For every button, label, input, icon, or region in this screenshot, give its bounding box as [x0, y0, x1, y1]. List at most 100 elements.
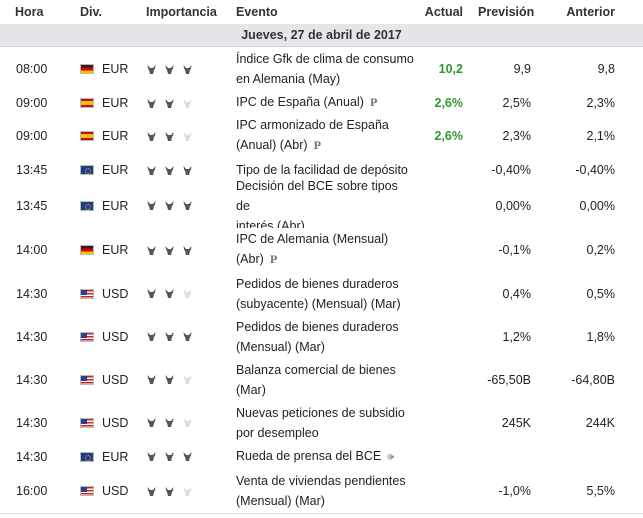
country-flag-icon: [80, 401, 94, 444]
event-time: 09:00: [16, 129, 48, 143]
actual-value: 2,6%: [434, 96, 464, 110]
event-name[interactable]: Rueda de prensa del BCE 🕪: [236, 444, 414, 469]
actual-value: [421, 315, 463, 358]
previous-value: 5,5%: [586, 484, 616, 498]
event-name-line1: Pedidos de bienes duraderos: [236, 319, 399, 334]
importance-rating: [145, 183, 196, 228]
event-currency: USD: [102, 415, 129, 430]
previous-value: 0,5%: [586, 286, 616, 301]
forecast-value: -65,50B: [487, 372, 531, 387]
bull-importance-icon: [145, 374, 160, 385]
bull-importance-icon: [181, 200, 196, 211]
bull-importance-icon: [181, 131, 196, 142]
bull-importance-icon: [181, 331, 196, 342]
bull-importance-icon: [145, 451, 160, 462]
event-time: 08:00: [16, 62, 48, 76]
event-time: 14:30: [16, 329, 48, 344]
bull-importance-icon: [145, 200, 160, 211]
forecast-value: 2,3%: [502, 129, 532, 143]
event-name-line2: (Mensual) (Mar): [236, 494, 325, 508]
table-row[interactable]: 09:00 EUR IPC de España (Anual) P 2,6% 2,5% 2,…: [0, 91, 643, 116]
event-name[interactable]: Pedidos de bienes duraderos (subyacente) …: [236, 272, 414, 315]
header-actual[interactable]: Actual: [424, 5, 463, 19]
event-name[interactable]: Pedidos de bienes duraderos (Mensual) (Ma…: [236, 315, 414, 358]
event-name-line1: Venta de viviendas pendientes: [236, 474, 406, 488]
importance-rating: [145, 469, 196, 513]
country-flag-icon: [80, 469, 94, 513]
event-currency: EUR: [102, 62, 129, 76]
event-time: 14:30: [16, 286, 48, 301]
event-currency: EUR: [102, 449, 129, 464]
forecast-value: -0,1%: [498, 243, 531, 257]
event-name[interactable]: Índice Gfk de clima de consumo en Alemani…: [236, 47, 414, 91]
bull-importance-icon: [181, 64, 196, 75]
event-time: 14:30: [16, 372, 48, 387]
event-name[interactable]: IPC de España (Anual) P: [236, 91, 414, 115]
bull-importance-icon: [163, 486, 178, 497]
event-name-line2: (Abr): [236, 252, 264, 266]
previous-value: 0,2%: [586, 243, 616, 257]
event-name[interactable]: Decisión del BCE sobre tipos de interés (…: [236, 179, 414, 233]
table-row[interactable]: 13:45 EUR Decisión del BCE sobre tipos de i…: [0, 179, 643, 233]
table-row[interactable]: 16:00 USD Venta de viviendas pendientes (Me…: [0, 469, 643, 514]
actual-value: [421, 183, 463, 228]
country-flag-icon: [80, 228, 94, 272]
actual-value: [421, 444, 463, 469]
table-row[interactable]: 14:30 USD Balanza comercial de bienes (Mar)…: [0, 358, 643, 402]
header-previous[interactable]: Anterior: [566, 5, 615, 19]
event-name-line1: Decisión del BCE sobre tipos de: [236, 178, 398, 213]
event-name-line2: (Mar): [236, 382, 266, 397]
event-time: 09:00: [16, 96, 48, 110]
table-row[interactable]: 14:30 USD Pedidos de bienes duraderos (suby…: [0, 272, 643, 316]
table-row[interactable]: 09:00 EUR IPC armonizado de España (Anual) …: [0, 115, 643, 158]
forecast-value: 0,4%: [502, 286, 532, 301]
event-currency: EUR: [102, 129, 129, 143]
header-importance[interactable]: Importancia: [146, 5, 217, 19]
header-event[interactable]: Evento: [236, 5, 278, 19]
event-name[interactable]: IPC armonizado de España (Anual) (Abr) P: [236, 115, 414, 157]
actual-value: [421, 228, 463, 272]
event-currency: EUR: [102, 163, 129, 177]
event-name-line2: (Anual) (Abr): [236, 138, 308, 152]
forecast-value: [470, 444, 531, 469]
event-name-line1: Pedidos de bienes duraderos: [236, 276, 399, 291]
actual-value: [421, 358, 463, 401]
country-flag-icon: [80, 272, 94, 315]
header-currency[interactable]: Div.: [80, 5, 102, 19]
bull-importance-icon: [145, 98, 160, 109]
bull-importance-icon: [163, 64, 178, 75]
table-row[interactable]: 14:30 EUR Rueda de prensa del BCE 🕪: [0, 444, 643, 470]
table-header: Hora Div. Importancia Evento Actual Prev…: [0, 0, 643, 25]
table-row[interactable]: 14:00 EUR IPC de Alemania (Mensual) (Abr) P -…: [0, 228, 643, 273]
bull-importance-icon: [163, 98, 178, 109]
event-name-line1: IPC de Alemania (Mensual): [236, 232, 389, 246]
event-name-line1: Nuevas peticiones de subsidio: [236, 405, 405, 420]
table-row[interactable]: 14:30 USD Pedidos de bienes duraderos (Mens…: [0, 315, 643, 359]
previous-value: 9,8: [597, 62, 615, 76]
header-forecast[interactable]: Previsión: [478, 5, 535, 19]
event-currency: EUR: [102, 198, 129, 213]
importance-rating: [145, 157, 196, 183]
previous-value: 2,3%: [586, 96, 616, 110]
event-name[interactable]: Nuevas peticiones de subsidio por desempl…: [236, 401, 414, 444]
event-name-line2: en Alemania (May): [236, 72, 341, 86]
event-name[interactable]: Venta de viviendas pendientes (Mensual) (…: [236, 469, 414, 513]
country-flag-icon: [80, 183, 94, 228]
actual-value: 10,2: [438, 62, 463, 76]
event-currency: EUR: [102, 243, 129, 257]
speaker-icon[interactable]: 🕪: [387, 451, 395, 463]
table-row[interactable]: 14:30 USD Nuevas peticiones de subsidio por…: [0, 401, 643, 445]
event-name[interactable]: Tipo de la facilidad de depósito: [236, 157, 414, 183]
forecast-value: 1,2%: [502, 329, 532, 344]
event-name[interactable]: Balanza comercial de bienes (Mar): [236, 358, 414, 401]
previous-value: 0,00%: [579, 198, 615, 213]
previous-value: -0,40%: [575, 163, 615, 177]
table-row[interactable]: 08:00 EUR Índice Gfk de clima de consumo en…: [0, 47, 643, 92]
bull-importance-icon: [163, 245, 178, 256]
header-time[interactable]: Hora: [15, 5, 44, 19]
event-name-line1: IPC armonizado de España: [236, 118, 389, 132]
event-name[interactable]: IPC de Alemania (Mensual) (Abr) P: [236, 228, 414, 272]
previous-value: -64,80B: [571, 372, 615, 387]
bull-importance-icon: [145, 64, 160, 75]
